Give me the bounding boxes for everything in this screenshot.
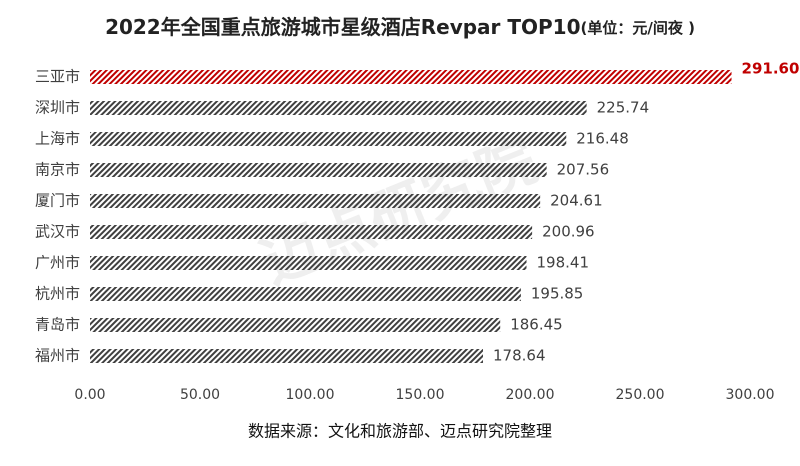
y-tick-label: 青岛市 — [35, 316, 80, 334]
y-tick-label: 上海市 — [35, 130, 80, 148]
bar — [90, 256, 527, 270]
value-label: 200.96 — [542, 223, 595, 241]
bar — [90, 349, 484, 363]
x-tick-label: 0.00 — [74, 387, 105, 403]
value-label: 216.48 — [576, 130, 629, 148]
value-label: 207.56 — [557, 161, 610, 179]
x-tick-label: 100.00 — [286, 387, 335, 403]
bar — [90, 132, 567, 146]
y-tick-label: 三亚市 — [35, 68, 80, 86]
value-label: 291.60 — [742, 60, 800, 78]
chart-title: 2022年全国重点旅游城市星级酒店Revpar TOP10 — [105, 15, 580, 39]
y-tick-label: 厦门市 — [35, 192, 80, 210]
bar — [90, 163, 547, 177]
x-tick-label: 250.00 — [616, 387, 665, 403]
bar — [90, 287, 521, 301]
source-note: 数据来源：文化和旅游部、迈点研究院整理 — [248, 422, 552, 441]
x-tick-label: 200.00 — [506, 387, 555, 403]
x-tick-label: 300.00 — [726, 387, 775, 403]
y-tick-label: 深圳市 — [35, 99, 80, 117]
value-label: 225.74 — [597, 99, 650, 117]
watermark: 迈点研究院 — [251, 126, 545, 298]
bar — [90, 101, 587, 115]
y-tick-label: 杭州市 — [35, 285, 80, 303]
chart-title-line: 2022年全国重点旅游城市星级酒店Revpar TOP10(单位：元/间夜 ) — [105, 15, 695, 39]
y-tick-label: 福州市 — [35, 347, 80, 365]
bar — [90, 318, 501, 332]
bar — [90, 225, 533, 239]
x-tick-label: 50.00 — [180, 387, 220, 403]
value-label: 178.64 — [493, 347, 546, 365]
bar — [90, 70, 732, 84]
y-tick-label: 武汉市 — [35, 223, 80, 241]
chart-unit: (单位：元/间夜 ) — [581, 19, 695, 37]
bar — [90, 194, 541, 208]
x-tick-label: 150.00 — [396, 387, 445, 403]
value-label: 198.41 — [537, 254, 590, 272]
value-label: 195.85 — [531, 285, 584, 303]
value-label: 186.45 — [510, 316, 563, 334]
value-label: 204.61 — [550, 192, 603, 210]
y-tick-label: 南京市 — [35, 161, 80, 179]
y-tick-label: 广州市 — [35, 254, 80, 272]
